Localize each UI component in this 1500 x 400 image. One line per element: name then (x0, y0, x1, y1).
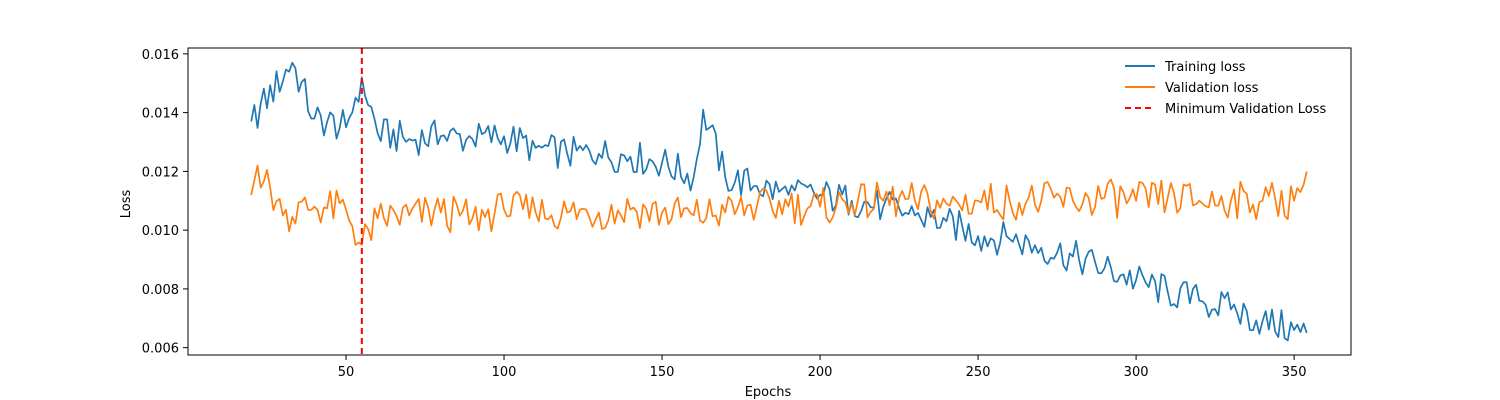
plot-frame (187, 47, 1352, 356)
axis-ticks: 50 100 150 200 250 300 350 0.006 0.008 0.010 0.012… (142, 48, 1307, 380)
x-tick-label: 300 (1124, 365, 1149, 380)
y-axis-title: Loss (119, 190, 134, 219)
y-tick-label: 0.014 (142, 107, 179, 122)
legend-label-training: Training loss (1164, 60, 1246, 75)
x-tick-label: 150 (650, 365, 675, 380)
y-tick-label: 0.006 (142, 342, 179, 357)
y-tick-label: 0.008 (142, 283, 179, 298)
x-axis-title: Epochs (745, 385, 792, 400)
y-tick-label: 0.016 (142, 48, 179, 63)
x-tick-label: 350 (1282, 365, 1307, 380)
x-tick-label: 200 (808, 365, 833, 380)
x-tick-label: 100 (492, 365, 517, 380)
x-tick-label: 50 (338, 365, 355, 380)
series-line-training-loss (250, 61, 1308, 342)
plot-lines (250, 61, 1308, 342)
series-line-validation-loss (250, 164, 1308, 246)
x-tick-label: 250 (966, 365, 991, 380)
legend-label-minimum: Minimum Validation Loss (1165, 102, 1326, 117)
y-tick-label: 0.010 (142, 224, 179, 239)
legend-label-validation: Validation loss (1165, 81, 1259, 96)
legend: Training loss Validation loss Minimum Va… (1125, 60, 1326, 117)
y-tick-label: 0.012 (142, 165, 179, 180)
